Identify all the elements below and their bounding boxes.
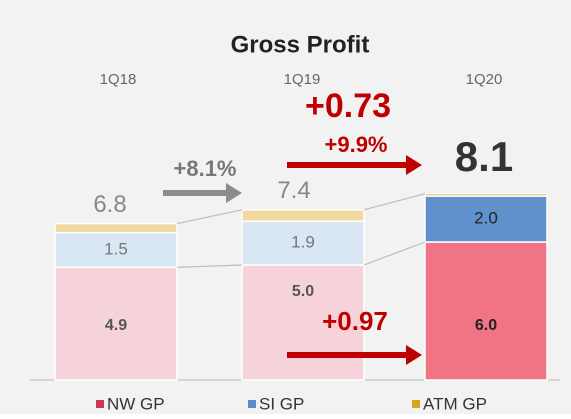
legend-label: ATM GP [423,394,487,413]
category-label: 1Q19 [284,71,321,88]
value-label: 5.0 [292,283,314,300]
legend-swatch [248,400,256,408]
annotation: +8.1% [174,156,237,181]
bar-segment [241,209,365,223]
bar-segment [424,192,548,197]
legend-label: SI GP [259,394,304,413]
connector [176,264,243,268]
annotation: +0.97 [322,306,388,336]
legend-swatch [412,400,420,408]
chart-title: Gross Profit [231,31,370,58]
arrow-head [406,345,422,365]
value-label: 2.0 [474,208,498,227]
bar-segment [424,241,548,381]
total-label: 7.4 [277,177,310,204]
total-label: 6.8 [93,191,126,218]
connector [363,193,426,211]
annotation: +0.73 [305,87,391,125]
value-label: 1.5 [104,240,128,259]
value-label: 6.0 [475,317,497,334]
bar-segment [424,195,548,243]
value-label: 1.9 [291,233,315,252]
bar-segment [54,232,178,269]
connector [363,241,426,266]
value-label: 4.9 [105,317,127,334]
bar-segment [54,222,178,234]
annotation: +9.9% [325,132,388,157]
arrow-head [226,183,242,203]
connector [176,209,243,225]
bar-segment [54,266,178,381]
total-label: 8.1 [455,133,513,180]
category-label: 1Q20 [466,71,503,88]
category-label: 1Q18 [100,71,137,88]
legend-swatch [96,400,104,408]
arrow-head [406,155,422,175]
bar-segment [241,220,365,266]
bar-segment [241,264,365,381]
legend-label: NW GP [107,394,165,413]
